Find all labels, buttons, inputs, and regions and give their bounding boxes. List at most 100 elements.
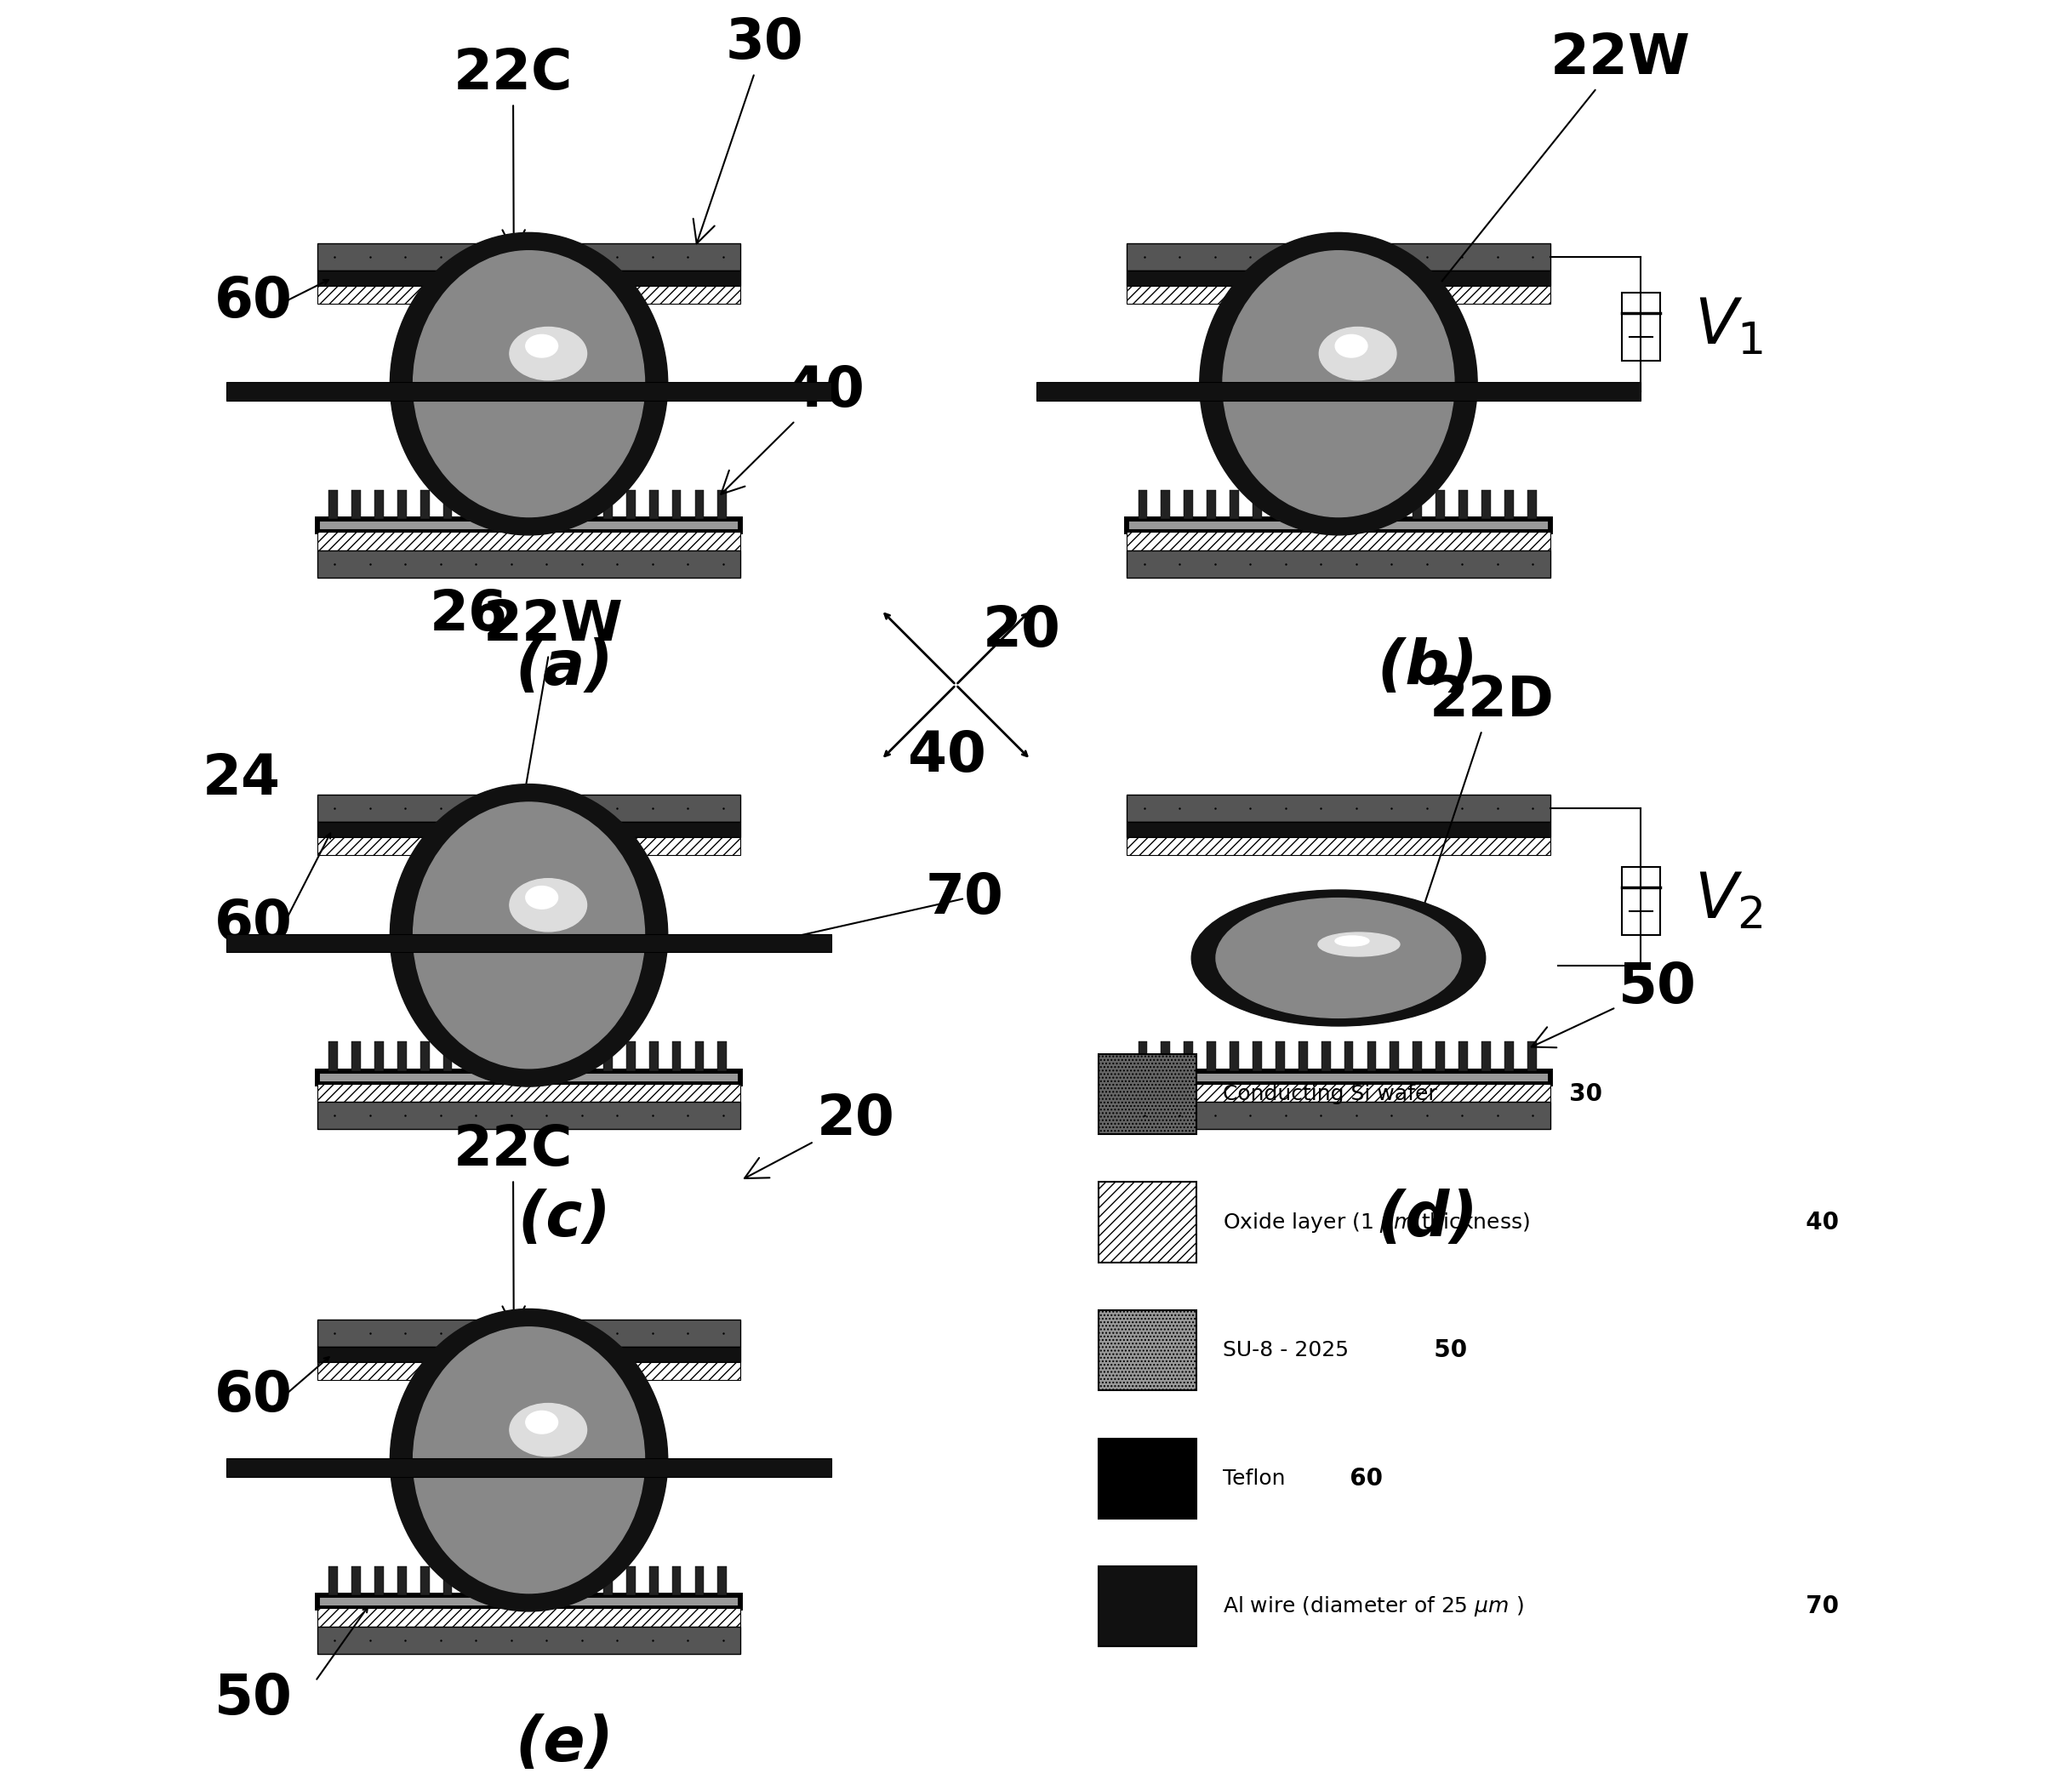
Bar <box>1254 489 1262 519</box>
Bar <box>317 244 740 270</box>
Bar <box>1276 1041 1285 1071</box>
Text: 22W: 22W <box>483 598 624 939</box>
Bar <box>1459 1041 1467 1071</box>
Bar <box>671 489 682 519</box>
Bar <box>1127 822 1550 836</box>
Bar <box>1231 1041 1239 1071</box>
Ellipse shape <box>412 802 644 1069</box>
Bar <box>512 1566 520 1596</box>
Bar <box>1322 489 1330 519</box>
Bar <box>1127 519 1550 532</box>
Bar <box>1206 489 1216 519</box>
Text: 50: 50 <box>1531 961 1697 1048</box>
Text: 20: 20 <box>982 603 1061 658</box>
Text: $V_1$: $V_1$ <box>1695 295 1763 358</box>
Ellipse shape <box>526 334 557 358</box>
Bar <box>1276 489 1285 519</box>
Bar <box>317 1608 740 1626</box>
Bar <box>649 1041 659 1071</box>
Text: Teflon: Teflon <box>1222 1468 1285 1489</box>
Bar <box>1368 1041 1376 1071</box>
Text: (d): (d) <box>1378 1188 1477 1249</box>
Bar <box>317 270 740 285</box>
Bar <box>443 1041 452 1071</box>
Bar <box>317 836 740 856</box>
Bar <box>694 489 704 519</box>
Bar <box>535 489 543 519</box>
Bar <box>443 1566 452 1596</box>
Ellipse shape <box>526 1411 557 1434</box>
Text: 40: 40 <box>721 365 864 495</box>
Ellipse shape <box>510 879 586 932</box>
Bar <box>1138 489 1148 519</box>
Bar <box>317 822 740 836</box>
Bar <box>1390 1041 1399 1071</box>
Bar <box>557 1041 566 1071</box>
Bar <box>317 1071 740 1083</box>
Text: 24: 24 <box>203 753 280 808</box>
Bar <box>671 1041 682 1071</box>
Ellipse shape <box>1200 233 1477 535</box>
Bar <box>603 1566 613 1596</box>
Bar <box>535 1566 543 1596</box>
Bar <box>421 1566 429 1596</box>
Ellipse shape <box>526 886 557 909</box>
Bar <box>317 532 740 550</box>
Bar <box>1299 1041 1307 1071</box>
Bar <box>1098 1566 1196 1647</box>
Bar <box>317 1626 740 1654</box>
Bar <box>317 795 740 822</box>
Bar <box>329 489 338 519</box>
Ellipse shape <box>1320 327 1397 381</box>
Bar <box>557 489 566 519</box>
Bar <box>1127 550 1550 578</box>
Text: 60: 60 <box>213 898 292 952</box>
Text: 22W: 22W <box>1357 32 1691 388</box>
Text: 60: 60 <box>1332 1466 1382 1491</box>
Bar <box>1527 1041 1537 1071</box>
Bar <box>1098 1183 1196 1263</box>
Bar <box>1127 285 1550 304</box>
Bar <box>1413 489 1421 519</box>
Text: (e): (e) <box>516 1713 613 1774</box>
Bar <box>226 1459 831 1477</box>
Text: 22C: 22C <box>454 1123 572 1329</box>
Bar <box>557 1566 566 1596</box>
Text: 30: 30 <box>1552 1082 1602 1107</box>
Bar <box>421 489 429 519</box>
Bar <box>1160 1041 1171 1071</box>
Text: $V_2$: $V_2$ <box>1695 870 1763 932</box>
Bar <box>649 489 659 519</box>
Text: 20: 20 <box>744 1092 895 1178</box>
Bar <box>317 1320 740 1347</box>
Bar <box>1299 489 1307 519</box>
Bar <box>317 285 740 304</box>
Bar <box>1098 1053 1196 1135</box>
Ellipse shape <box>412 251 644 518</box>
Ellipse shape <box>510 327 586 381</box>
Bar <box>512 489 520 519</box>
Bar <box>1098 1437 1196 1517</box>
Bar <box>1322 1041 1330 1071</box>
Bar <box>226 934 831 952</box>
Text: (b): (b) <box>1378 637 1477 697</box>
Bar <box>717 1566 727 1596</box>
Bar <box>603 489 613 519</box>
Text: 60: 60 <box>213 1370 292 1423</box>
Ellipse shape <box>1222 251 1455 518</box>
Bar <box>1436 489 1444 519</box>
Text: 60: 60 <box>213 276 292 329</box>
Bar <box>717 1041 727 1071</box>
Bar <box>1127 1071 1550 1083</box>
Bar <box>717 489 727 519</box>
Text: Oxide layer (1 $\mu m$ thickness): Oxide layer (1 $\mu m$ thickness) <box>1222 1210 1529 1235</box>
Ellipse shape <box>390 233 667 535</box>
Text: Conducting Si wafer: Conducting Si wafer <box>1222 1083 1438 1105</box>
Bar <box>489 1566 497 1596</box>
Ellipse shape <box>510 1404 586 1457</box>
Bar <box>398 489 406 519</box>
Bar <box>1481 1041 1490 1071</box>
Bar <box>580 1041 591 1071</box>
Bar <box>375 1041 383 1071</box>
Ellipse shape <box>1318 932 1401 957</box>
